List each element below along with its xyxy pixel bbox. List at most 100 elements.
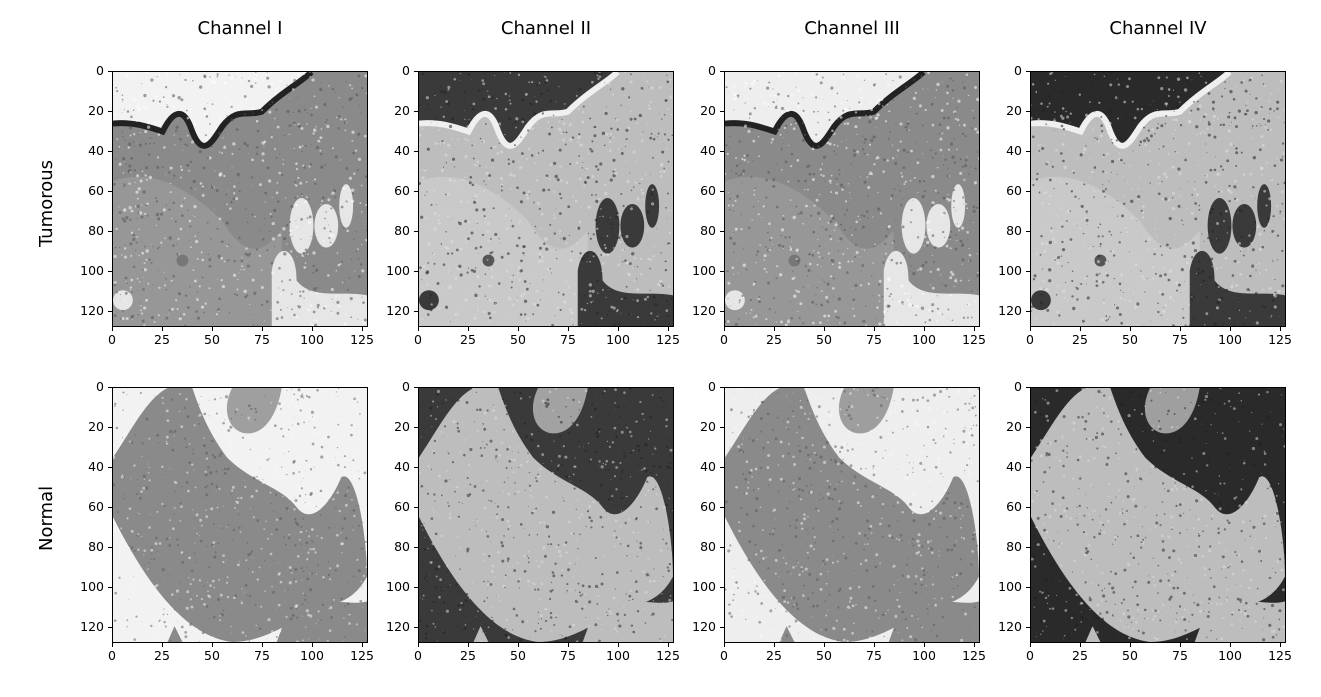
y-tick-label: 100 [998,579,1022,594]
x-tick-mark [518,327,519,331]
x-tick-label: 100 [1218,332,1242,347]
x-tick-label: 50 [1122,332,1138,347]
x-tick-label: 25 [766,332,782,347]
image-panel-tumorous-channel-2 [418,71,674,327]
y-tick-label: 20 [88,419,104,434]
x-tick-mark [1030,327,1031,331]
x-tick-label: 0 [1026,332,1034,347]
x-tick-label: 100 [300,332,324,347]
x-tick-label: 100 [606,648,630,663]
y-tick-label: 80 [394,539,410,554]
y-tick-mark [108,231,112,232]
x-tick-mark [112,327,113,331]
y-tick-label: 0 [1014,379,1022,394]
y-tick-mark [720,271,724,272]
x-tick-label: 75 [560,332,576,347]
y-tick-mark [1026,507,1030,508]
x-tick-label: 125 [656,332,680,347]
y-tick-mark [414,547,418,548]
y-tick-mark [108,587,112,588]
x-tick-mark [874,327,875,331]
column-title-2: Channel II [500,18,592,39]
x-tick-label: 125 [962,648,986,663]
y-tick-mark [720,387,724,388]
y-tick-mark [108,467,112,468]
y-tick-label: 80 [394,223,410,238]
x-tick-label: 50 [816,648,832,663]
x-tick-mark [1130,643,1131,647]
y-tick-label: 0 [402,63,410,78]
y-tick-mark [1026,467,1030,468]
x-tick-mark [262,643,263,647]
x-tick-label: 125 [1268,648,1292,663]
y-tick-mark [108,111,112,112]
y-tick-mark [108,387,112,388]
y-tick-label: 120 [998,303,1022,318]
x-tick-label: 75 [1172,648,1188,663]
y-tick-label: 80 [700,539,716,554]
y-tick-label: 60 [1006,499,1022,514]
x-tick-mark [568,327,569,331]
x-tick-mark [618,327,619,331]
y-tick-mark [414,387,418,388]
y-tick-label: 100 [998,263,1022,278]
y-tick-mark [1026,151,1030,152]
x-tick-mark [668,643,669,647]
x-tick-mark [468,643,469,647]
y-tick-mark [108,311,112,312]
image-panel-normal-channel-1 [112,387,368,643]
y-tick-label: 40 [88,459,104,474]
x-tick-mark [468,327,469,331]
x-tick-mark [518,643,519,647]
x-tick-label: 25 [766,648,782,663]
x-tick-mark [924,327,925,331]
x-tick-mark [618,643,619,647]
x-tick-label: 25 [154,332,170,347]
x-tick-label: 25 [1072,332,1088,347]
y-tick-label: 20 [394,103,410,118]
x-tick-label: 50 [816,332,832,347]
y-tick-label: 0 [708,379,716,394]
x-tick-mark [418,643,419,647]
y-tick-label: 80 [1006,539,1022,554]
x-tick-label: 25 [460,332,476,347]
x-tick-mark [162,643,163,647]
y-tick-mark [1026,191,1030,192]
x-tick-label: 100 [606,332,630,347]
x-tick-mark [312,327,313,331]
grayscale-histology-tumorous-channel-3 [725,72,979,326]
y-tick-label: 80 [88,223,104,238]
image-panel-normal-channel-2 [418,387,674,643]
y-tick-label: 40 [700,459,716,474]
y-tick-mark [414,467,418,468]
x-tick-mark [568,643,569,647]
y-tick-mark [720,111,724,112]
x-tick-mark [824,643,825,647]
y-tick-mark [720,311,724,312]
y-tick-mark [108,547,112,548]
x-tick-mark [924,643,925,647]
y-tick-label: 120 [998,619,1022,634]
y-tick-mark [1026,387,1030,388]
y-tick-label: 100 [386,579,410,594]
x-tick-mark [1230,327,1231,331]
y-tick-mark [1026,311,1030,312]
y-tick-mark [720,507,724,508]
x-tick-mark [1180,327,1181,331]
x-tick-mark [112,643,113,647]
x-tick-mark [212,327,213,331]
x-tick-label: 100 [1218,648,1242,663]
image-panel-tumorous-channel-3 [724,71,980,327]
x-tick-mark [668,327,669,331]
x-tick-mark [774,327,775,331]
y-tick-mark [414,271,418,272]
y-tick-label: 0 [96,63,104,78]
y-tick-label: 0 [402,379,410,394]
y-tick-label: 100 [80,263,104,278]
y-tick-label: 60 [88,183,104,198]
y-tick-label: 20 [700,419,716,434]
y-tick-label: 60 [700,499,716,514]
x-tick-label: 0 [108,648,116,663]
x-tick-label: 0 [414,648,422,663]
y-tick-label: 120 [80,619,104,634]
